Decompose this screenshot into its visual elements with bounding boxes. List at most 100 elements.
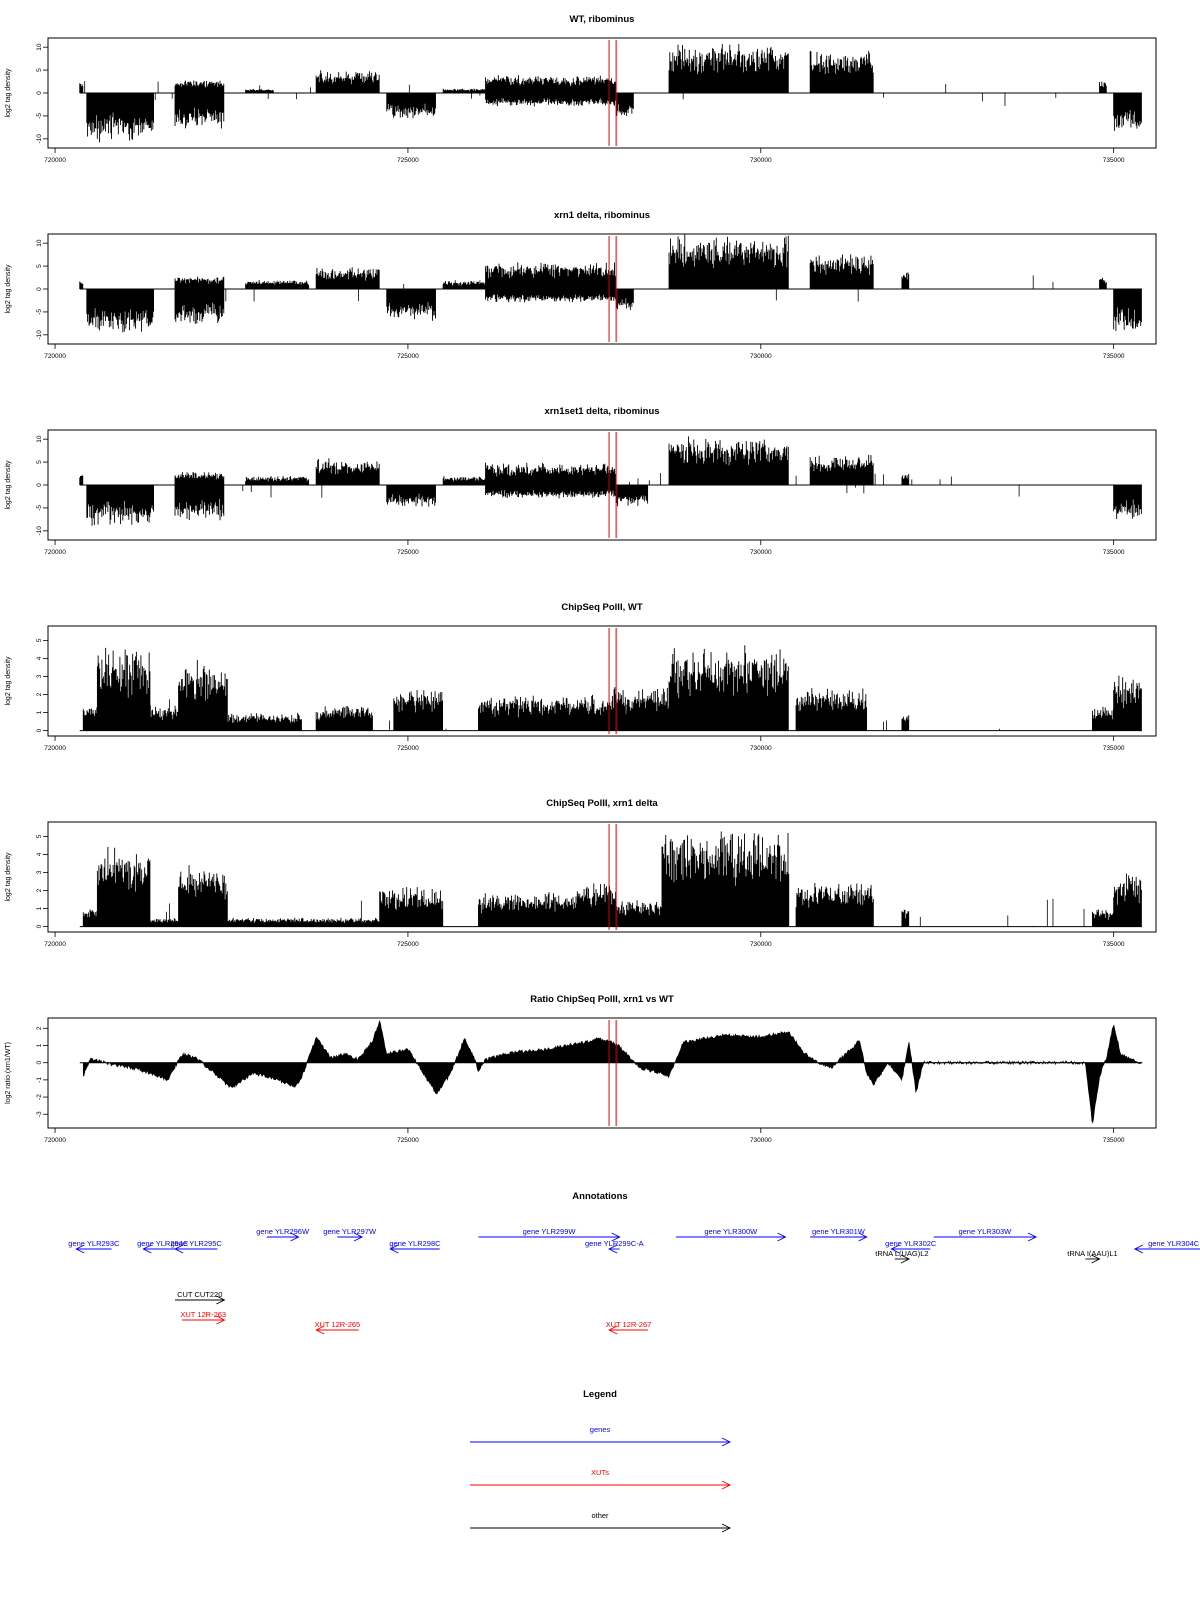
signal-bars <box>227 712 302 731</box>
y-axis-label: log2 tag density <box>5 656 12 706</box>
signal-bars <box>795 688 868 731</box>
annotation-feature: gene YLR303W <box>933 1227 1038 1242</box>
signal-bars <box>576 883 616 927</box>
y-tick-label: 5 <box>36 638 43 642</box>
data-segment <box>1113 485 1142 520</box>
data-marks <box>82 831 1142 927</box>
legend-title: Legend <box>583 1389 617 1400</box>
annotation-feature: gene YLR298C <box>389 1239 441 1254</box>
signal-bars <box>227 917 317 927</box>
signal-bars <box>809 50 874 93</box>
data-segment <box>615 289 634 310</box>
data-segment <box>227 712 302 731</box>
data-segment <box>174 80 225 93</box>
y-axis-label: log2 tag density <box>5 460 12 510</box>
signal-bars <box>1113 873 1142 927</box>
signal-bars <box>478 694 613 731</box>
x-tick-label: 720000 <box>44 353 66 360</box>
feature-label: XUT 12R-267 <box>606 1320 652 1329</box>
data-segment <box>1113 289 1142 331</box>
data-segment <box>668 645 789 731</box>
data-segment <box>795 688 868 731</box>
signal-bars <box>79 475 84 485</box>
signal-bars <box>809 454 874 485</box>
x-tick-label: 730000 <box>750 941 772 948</box>
signal-bars <box>1113 485 1142 520</box>
legend-label: other <box>591 1511 609 1520</box>
annotation-feature: XUT 12R-263 <box>180 1310 226 1325</box>
data-segment <box>1113 873 1142 927</box>
signal-bars <box>86 289 155 333</box>
signal-bars <box>174 276 225 289</box>
data-segment <box>661 831 790 927</box>
y-tick-label: 10 <box>36 239 43 247</box>
y-axis: 0 1 2 3 4 5 <box>36 638 48 732</box>
data-segment <box>245 476 310 485</box>
data-segment <box>245 89 274 93</box>
sparse-bars <box>101 898 1085 927</box>
signal-bars <box>615 485 649 507</box>
plot-frame <box>47 821 1157 933</box>
sparse-bars <box>197 275 1054 303</box>
data-segment <box>386 93 436 119</box>
data-segment <box>96 846 151 927</box>
data-segment <box>1099 277 1107 289</box>
legend-arrow-head <box>721 1480 732 1490</box>
signal-bars <box>1113 675 1142 731</box>
feature-label: tRNA I(AAU)L1 <box>1067 1249 1117 1258</box>
arrow-head <box>890 1244 900 1254</box>
y-axis-label: log2 tag density <box>5 264 12 314</box>
signal-bars <box>245 476 310 485</box>
signal-bars <box>485 262 617 289</box>
signal-bars <box>485 75 617 93</box>
arrow-head <box>1091 1254 1101 1264</box>
annotation-feature: gene YLR302C <box>885 1239 937 1254</box>
feature-label: gene YLR303W <box>958 1227 1012 1236</box>
y-tick-label: 2 <box>36 1026 43 1030</box>
panel-title: Ratio ChipSeq PolII, xrn1 vs WT <box>530 994 674 1005</box>
signal-bars <box>1092 909 1114 927</box>
annotation-feature: gene YLR304C <box>1133 1239 1200 1254</box>
x-tick-label: 720000 <box>44 549 66 556</box>
signal-bars <box>379 887 444 927</box>
y-tick-label: 3 <box>36 674 43 678</box>
x-tick-label: 720000 <box>44 745 66 752</box>
signal-bars <box>442 280 486 289</box>
data-segment <box>485 262 617 289</box>
data-segment <box>901 272 910 289</box>
annotation-feature: gene YLR293C <box>68 1239 120 1254</box>
arrow-head <box>611 1232 621 1242</box>
feature-label: gene YLR297W <box>323 1227 377 1236</box>
signal-bars <box>485 462 617 485</box>
signal-bars <box>82 707 98 731</box>
y-tick-label: 4 <box>36 852 43 856</box>
x-tick-label: 725000 <box>397 353 419 360</box>
y-tick-label: -10 <box>36 134 43 144</box>
x-tick-label: 725000 <box>397 549 419 556</box>
data-segment <box>809 50 874 93</box>
y-tick-label: 0 <box>36 287 43 291</box>
ratio-profile <box>82 1019 1143 1124</box>
signal-bars <box>149 918 179 927</box>
y-axis: -3 -2 -1 0 1 2 <box>36 1026 48 1117</box>
x-tick-label: 725000 <box>397 745 419 752</box>
data-segment <box>386 289 436 321</box>
y-tick-label: 5 <box>36 264 43 268</box>
signal-bars <box>178 865 228 927</box>
data-segment <box>174 289 225 324</box>
legend-entry: other <box>470 1511 732 1533</box>
data-segment <box>149 705 179 731</box>
arrow-head <box>777 1232 787 1242</box>
signal-bars <box>485 485 617 499</box>
arrow-head <box>290 1232 300 1242</box>
x-tick-label: 735000 <box>1103 1137 1125 1144</box>
arrow-head <box>353 1232 364 1242</box>
panel-title: xrn1 delta, ribominus <box>554 210 650 221</box>
data-segment <box>86 93 155 143</box>
data-segment <box>901 909 910 927</box>
y-tick-label: 10 <box>36 435 43 443</box>
x-axis: 720000 725000 730000 735000 <box>44 540 1125 556</box>
feature-label: gene YLR293C <box>68 1239 120 1248</box>
data-segment <box>442 88 486 93</box>
signal-bars <box>612 687 670 731</box>
